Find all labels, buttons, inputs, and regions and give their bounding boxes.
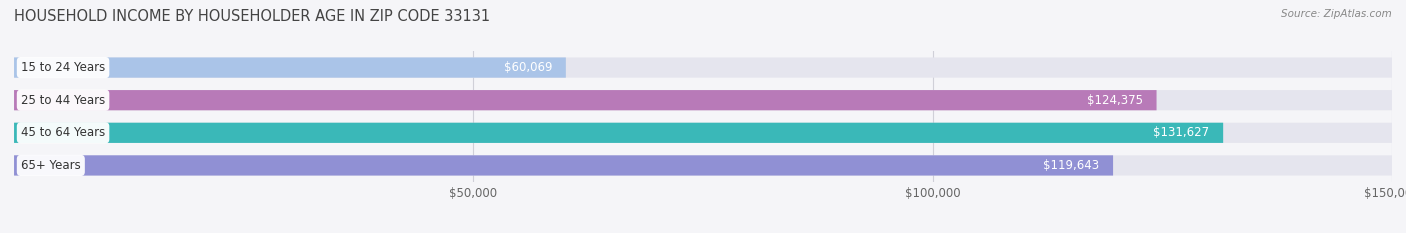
Text: $124,375: $124,375 [1087,94,1143,107]
FancyBboxPatch shape [14,58,565,78]
Text: 45 to 64 Years: 45 to 64 Years [21,126,105,139]
Text: $119,643: $119,643 [1043,159,1099,172]
FancyBboxPatch shape [14,123,1223,143]
Text: HOUSEHOLD INCOME BY HOUSEHOLDER AGE IN ZIP CODE 33131: HOUSEHOLD INCOME BY HOUSEHOLDER AGE IN Z… [14,9,491,24]
Text: Source: ZipAtlas.com: Source: ZipAtlas.com [1281,9,1392,19]
FancyBboxPatch shape [14,90,1157,110]
Text: $131,627: $131,627 [1153,126,1209,139]
Text: 15 to 24 Years: 15 to 24 Years [21,61,105,74]
Text: 65+ Years: 65+ Years [21,159,80,172]
FancyBboxPatch shape [14,123,1392,143]
FancyBboxPatch shape [14,58,1392,78]
Text: $60,069: $60,069 [503,61,553,74]
Text: 25 to 44 Years: 25 to 44 Years [21,94,105,107]
FancyBboxPatch shape [14,155,1114,175]
FancyBboxPatch shape [14,90,1392,110]
FancyBboxPatch shape [14,155,1392,175]
